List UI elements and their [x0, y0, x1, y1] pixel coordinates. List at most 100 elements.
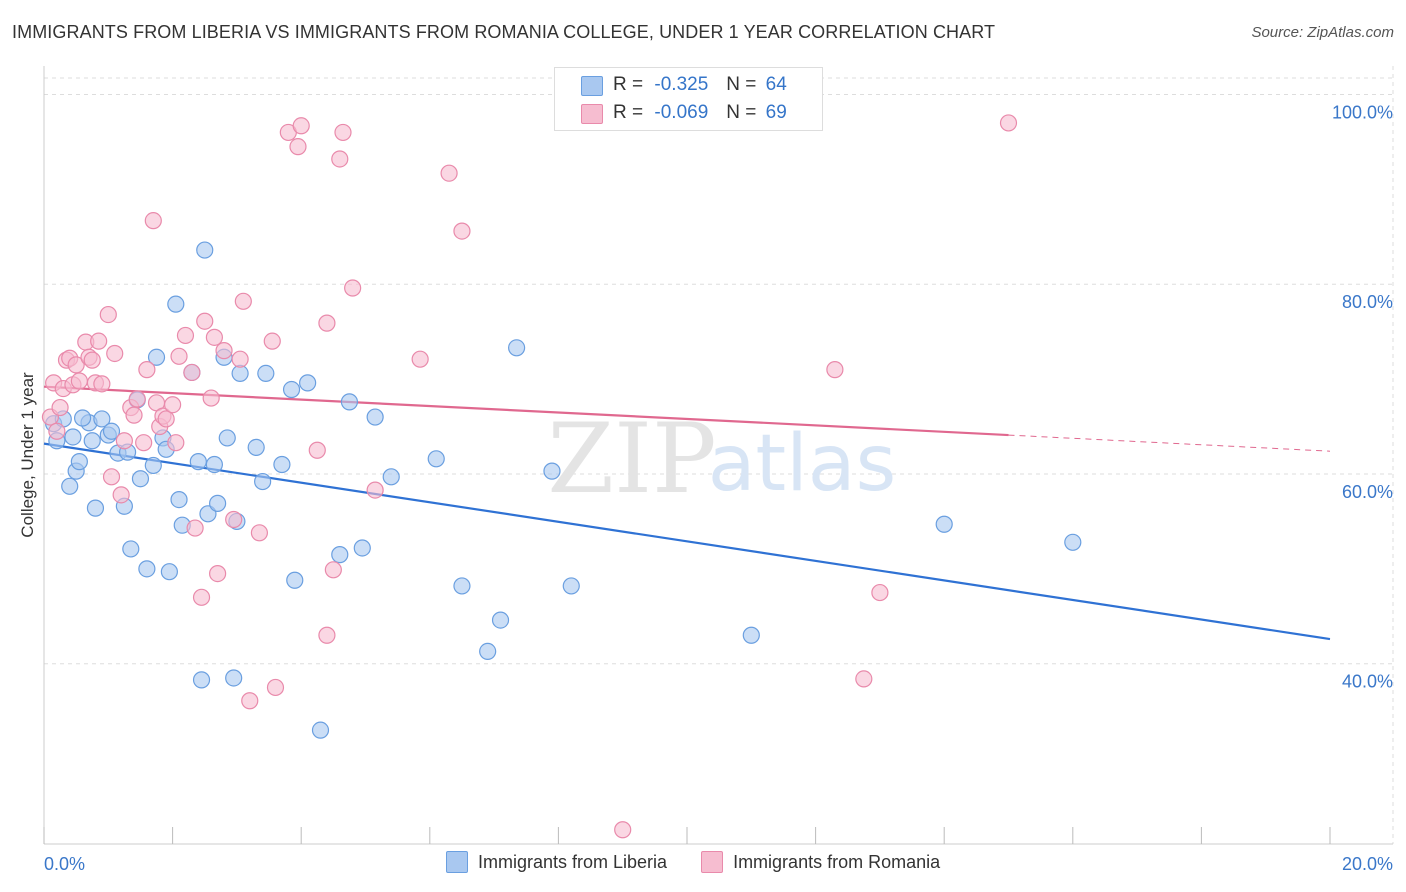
point-romania	[51, 398, 69, 417]
watermark: ZIP atlas	[547, 403, 896, 515]
point-romania	[83, 351, 101, 369]
legend-label-romania: Immigrants from Romania	[733, 851, 941, 872]
watermark-atlas: atlas	[708, 419, 897, 509]
point-liberia	[86, 499, 105, 517]
tick-labels: 40.0% 60.0% 80.0% 100.0% 0.0% 20.0%	[44, 102, 1393, 874]
point-romania	[250, 524, 269, 542]
point-romania	[170, 347, 188, 365]
point-liberia	[331, 546, 349, 564]
point-liberia	[102, 422, 121, 440]
source-label: Source: ZipAtlas.com	[1251, 24, 1394, 41]
point-romania	[453, 222, 471, 240]
point-liberia	[366, 408, 384, 426]
point-romania	[324, 561, 342, 579]
watermark-zip: ZIP	[547, 403, 716, 515]
series-legend: Immigrants from Liberia Immigrants from …	[446, 851, 974, 873]
legend-swatch-romania	[581, 104, 603, 124]
point-liberia	[543, 462, 561, 480]
point-romania	[826, 361, 844, 379]
chart-title: IMMIGRANTS FROM LIBERIA VS IMMIGRANTS FR…	[12, 22, 996, 42]
point-liberia	[562, 577, 580, 595]
point-romania	[112, 486, 130, 504]
x-tick-label: 20.0%	[1342, 854, 1393, 874]
point-romania	[48, 422, 66, 440]
point-liberia	[93, 410, 111, 428]
point-romania	[102, 468, 121, 486]
point-liberia	[170, 490, 188, 509]
point-romania	[225, 510, 243, 529]
n-label: N =	[726, 102, 757, 123]
point-romania	[440, 164, 458, 182]
point-liberia	[225, 669, 243, 687]
point-romania	[999, 114, 1018, 132]
point-romania	[234, 292, 252, 310]
point-romania	[99, 305, 117, 324]
point-romania	[135, 434, 153, 452]
point-liberia	[340, 393, 359, 411]
point-liberia	[167, 295, 185, 313]
point-romania	[411, 350, 429, 368]
point-romania	[138, 361, 156, 379]
point-romania	[871, 583, 889, 602]
point-romania	[205, 328, 223, 346]
legend-swatch-liberia	[581, 76, 603, 96]
point-liberia	[196, 241, 214, 259]
point-romania	[90, 332, 108, 350]
point-liberia	[122, 540, 140, 558]
point-romania	[186, 519, 204, 537]
legend-item-liberia[interactable]: Immigrants from Liberia	[446, 851, 667, 873]
point-liberia	[61, 477, 79, 495]
axes	[43, 66, 1393, 845]
point-romania	[125, 406, 143, 424]
point-liberia	[205, 455, 223, 474]
point-liberia	[189, 453, 207, 471]
trend-line-romania	[43, 385, 1009, 437]
point-liberia	[453, 577, 471, 595]
point-romania	[266, 678, 285, 697]
point-liberia	[282, 380, 301, 399]
point-romania	[209, 564, 227, 583]
y-tick-label: 60.0%	[1342, 482, 1393, 502]
point-liberia	[257, 364, 275, 383]
r-label: R =	[613, 74, 644, 95]
point-romania	[289, 138, 307, 156]
point-liberia	[479, 642, 497, 660]
legend-item-romania[interactable]: Immigrants from Romania	[701, 851, 940, 873]
point-liberia	[935, 515, 953, 533]
point-liberia	[147, 348, 166, 366]
point-romania	[318, 314, 336, 332]
n-value-romania: 69	[765, 102, 787, 123]
point-romania	[215, 342, 233, 360]
point-liberia	[138, 560, 156, 578]
point-romania	[334, 123, 352, 142]
point-romania	[144, 212, 162, 230]
r-value-liberia: -0.325	[654, 74, 709, 95]
point-romania	[128, 390, 146, 408]
point-romania	[263, 332, 281, 350]
point-liberia	[311, 721, 330, 739]
point-liberia	[218, 429, 236, 447]
legend-swatch-liberia	[446, 851, 468, 873]
point-romania	[308, 441, 326, 459]
grid-lines	[44, 66, 1394, 844]
point-liberia	[73, 409, 92, 427]
point-romania	[164, 396, 182, 414]
point-romania	[318, 626, 336, 644]
legend-row-liberia: R = -0.325 N = 64	[613, 73, 787, 97]
point-liberia	[299, 374, 317, 392]
point-liberia	[286, 571, 304, 589]
point-romania	[614, 821, 632, 839]
point-liberia	[160, 563, 178, 581]
point-liberia	[1064, 533, 1082, 551]
x-tick-label: 0.0%	[44, 854, 85, 874]
point-liberia	[742, 626, 760, 644]
y-tick-label: 40.0%	[1342, 672, 1393, 692]
point-romania	[176, 326, 195, 345]
y-tick-label: 100.0%	[1332, 102, 1393, 122]
point-romania	[292, 117, 310, 135]
point-liberia	[70, 453, 88, 471]
point-romania	[115, 432, 133, 450]
point-romania	[344, 279, 362, 297]
legend-label-liberia: Immigrants from Liberia	[478, 851, 668, 872]
